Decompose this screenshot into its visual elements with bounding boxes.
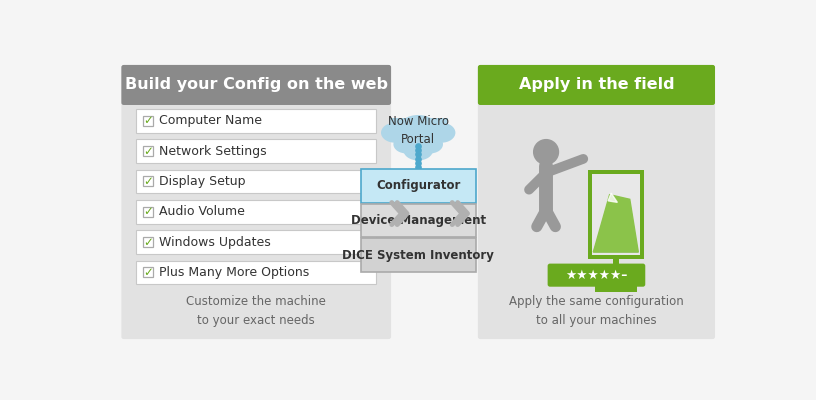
FancyBboxPatch shape [361,204,476,238]
FancyBboxPatch shape [136,230,376,254]
Text: Display Setup: Display Setup [158,175,245,188]
Polygon shape [593,195,638,252]
Ellipse shape [381,123,409,143]
Polygon shape [608,193,618,202]
FancyBboxPatch shape [588,170,644,259]
FancyBboxPatch shape [143,268,153,278]
FancyBboxPatch shape [143,237,153,247]
Ellipse shape [403,140,433,160]
Text: Configurator: Configurator [376,179,460,192]
Circle shape [534,140,558,164]
Text: ✓: ✓ [143,145,153,158]
FancyBboxPatch shape [478,65,715,105]
FancyBboxPatch shape [143,176,153,186]
Text: Device Management: Device Management [351,214,486,227]
FancyBboxPatch shape [388,118,448,135]
Ellipse shape [417,135,443,154]
FancyBboxPatch shape [136,260,376,284]
FancyBboxPatch shape [143,146,153,156]
FancyBboxPatch shape [122,65,391,105]
FancyBboxPatch shape [136,200,376,224]
Text: Audio Volume: Audio Volume [158,205,245,218]
FancyBboxPatch shape [480,85,712,103]
Text: Computer Name: Computer Name [158,114,262,127]
Text: Windows Updates: Windows Updates [158,236,270,249]
Text: ✓: ✓ [143,175,153,188]
Text: DICE System Inventory: DICE System Inventory [342,249,494,262]
Text: ✓: ✓ [143,114,153,127]
Ellipse shape [393,135,419,154]
FancyBboxPatch shape [143,207,153,217]
Text: ✓: ✓ [143,205,153,218]
FancyBboxPatch shape [361,169,476,203]
Text: Plus Many More Options: Plus Many More Options [158,266,308,279]
Text: Customize the machine
to your exact needs: Customize the machine to your exact need… [186,294,326,326]
FancyBboxPatch shape [136,170,376,193]
FancyBboxPatch shape [613,258,619,284]
Text: Apply in the field: Apply in the field [519,78,674,92]
FancyBboxPatch shape [122,65,391,339]
FancyBboxPatch shape [548,264,645,287]
Text: Network Settings: Network Settings [158,145,266,158]
Ellipse shape [428,123,455,143]
FancyBboxPatch shape [592,174,640,255]
FancyBboxPatch shape [124,85,388,103]
Text: Now Micro
Portal: Now Micro Portal [388,115,449,146]
FancyBboxPatch shape [361,238,476,272]
FancyBboxPatch shape [595,284,637,292]
Text: Build your Config on the web: Build your Config on the web [125,78,388,92]
Text: ★★★★★–: ★★★★★– [565,269,628,282]
Text: Apply the same configuration
to all your machines: Apply the same configuration to all your… [509,294,684,326]
FancyBboxPatch shape [136,109,376,133]
Text: ✓: ✓ [143,236,153,249]
Polygon shape [593,206,638,252]
FancyBboxPatch shape [143,116,153,126]
FancyBboxPatch shape [136,139,376,163]
FancyBboxPatch shape [592,174,640,255]
FancyBboxPatch shape [478,65,715,339]
Ellipse shape [398,115,438,143]
Text: ✓: ✓ [143,266,153,279]
